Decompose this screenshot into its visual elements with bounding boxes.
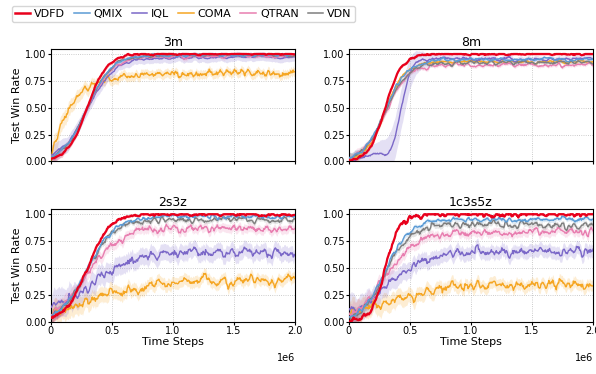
X-axis label: Time Steps: Time Steps <box>440 337 502 347</box>
Y-axis label: Test Win Rate: Test Win Rate <box>12 227 22 303</box>
Title: 2s3z: 2s3z <box>159 196 187 209</box>
Title: 3m: 3m <box>163 36 183 49</box>
Text: 1e6: 1e6 <box>277 353 295 363</box>
X-axis label: Time Steps: Time Steps <box>142 337 204 347</box>
Y-axis label: Test Win Rate: Test Win Rate <box>12 67 22 143</box>
Title: 8m: 8m <box>461 36 481 49</box>
Text: 1e6: 1e6 <box>575 353 593 363</box>
Legend: VDFD, QMIX, IQL, COMA, QTRAN, VDN: VDFD, QMIX, IQL, COMA, QTRAN, VDN <box>11 6 355 22</box>
Title: 1c3s5z: 1c3s5z <box>449 196 493 209</box>
